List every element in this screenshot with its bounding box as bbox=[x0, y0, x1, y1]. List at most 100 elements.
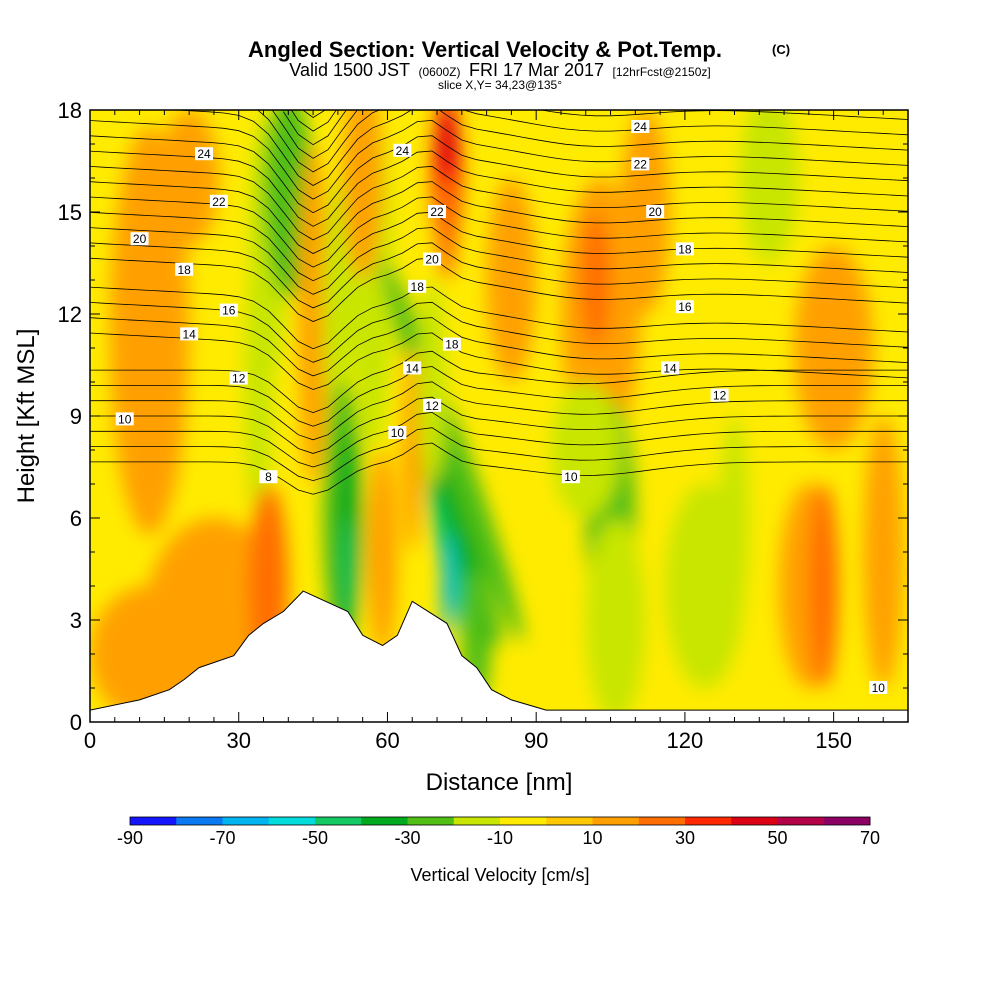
y-tick-label-1: 3 bbox=[70, 608, 82, 633]
contour-label-20: 18 bbox=[678, 242, 692, 256]
colorbar-tick-label-6: 30 bbox=[675, 828, 695, 848]
velocity-cell-34 bbox=[808, 484, 839, 688]
y-axis-label: Height [Kft MSL] bbox=[13, 329, 40, 504]
colorbar-tick-label-4: -10 bbox=[487, 828, 513, 848]
terrain bbox=[90, 590, 908, 722]
colorbar-swatch-8 bbox=[500, 817, 547, 825]
isentrope-line bbox=[90, 211, 908, 282]
velocity-cell-17 bbox=[438, 110, 456, 178]
velocity-cell-12 bbox=[342, 518, 353, 620]
contour-label-bg bbox=[388, 426, 407, 439]
colorbar-swatch-9 bbox=[546, 817, 593, 825]
contour-label-25: 10 bbox=[872, 681, 886, 695]
colorbar-swatch-11 bbox=[638, 817, 686, 825]
subtitle-date: FRI 17 Mar 2017 bbox=[469, 60, 604, 80]
contour-label-1: 22 bbox=[212, 195, 226, 209]
contour-label-bg bbox=[423, 252, 442, 266]
contour-label-19: 20 bbox=[648, 205, 662, 219]
colorbar-swatch-12 bbox=[685, 817, 732, 825]
contour-label-14: 14 bbox=[406, 361, 420, 375]
contour-label-2: 20 bbox=[133, 232, 147, 246]
contour-label-bg bbox=[209, 194, 228, 208]
contour-label-bg bbox=[442, 337, 461, 351]
contour-label-21: 16 bbox=[678, 300, 692, 314]
contour-label-6: 12 bbox=[232, 372, 246, 386]
contour-label-bg bbox=[631, 120, 650, 133]
velocity-cell-9 bbox=[342, 110, 383, 280]
colorbar-tick-label-2: -50 bbox=[302, 828, 328, 848]
colorbar-tick-label-8: 70 bbox=[860, 828, 880, 848]
y-tick-label-3: 9 bbox=[70, 404, 82, 429]
subtitle-utc: (0600Z) bbox=[418, 65, 460, 79]
velocity-cell-35 bbox=[793, 246, 874, 450]
chart-title-units: (C) bbox=[772, 42, 790, 57]
axes: 0 30 60 90 120 150 0 3 6 9 12 15 18 bbox=[58, 98, 909, 753]
x-tick-label-4: 120 bbox=[667, 728, 704, 753]
contour-label-bg bbox=[646, 205, 665, 218]
contour-label-bg bbox=[675, 242, 694, 256]
contour-label-bg bbox=[219, 303, 238, 317]
contour-label-4: 16 bbox=[222, 304, 236, 318]
contour-label-22: 14 bbox=[663, 361, 677, 375]
isentrope-line bbox=[90, 381, 908, 441]
isentrope-line bbox=[90, 165, 908, 241]
contour-label-bg bbox=[180, 327, 199, 341]
velocity-cell-36 bbox=[551, 382, 621, 518]
contour-label-bg bbox=[403, 361, 422, 375]
isentrope-line bbox=[90, 257, 908, 322]
contour-label-7: 10 bbox=[118, 412, 132, 426]
contour-label-5: 14 bbox=[182, 327, 196, 341]
subtitle-forecast: [12hrFcst@2150z] bbox=[612, 65, 710, 79]
contour-label-17: 24 bbox=[634, 120, 648, 134]
colorbar-tick-label-5: 10 bbox=[582, 828, 602, 848]
isentrope-line bbox=[90, 411, 908, 468]
colorbar-swatch-14 bbox=[777, 817, 825, 825]
contour-label-bg bbox=[115, 412, 134, 426]
x-axis-label: Distance [nm] bbox=[426, 769, 573, 796]
colorbar: -90 -70 -50 -30 -10 10 30 50 70 bbox=[117, 816, 880, 848]
contour-label-bg bbox=[423, 398, 442, 412]
colorbar-tick-label-1: -70 bbox=[209, 828, 235, 848]
isentrope-line bbox=[90, 135, 908, 214]
velocity-cell-13 bbox=[367, 450, 398, 654]
colorbar-swatch-3 bbox=[268, 817, 316, 825]
contour-label-3: 18 bbox=[178, 263, 192, 277]
isentrope-line bbox=[271, 110, 908, 159]
contour-label-18: 22 bbox=[634, 157, 648, 171]
isentrope-line bbox=[90, 286, 908, 350]
y-tick-label-2: 6 bbox=[70, 506, 82, 531]
velocity-cell-30 bbox=[585, 518, 646, 722]
contour-label-10: 22 bbox=[430, 205, 444, 219]
velocity-cell-0 bbox=[109, 127, 190, 535]
colorbar-tick-label-3: -30 bbox=[394, 828, 420, 848]
velocity-cell-22 bbox=[441, 535, 452, 637]
colorbar-tick-label-0: -90 bbox=[117, 828, 143, 848]
isentrope-line bbox=[90, 396, 908, 454]
contour-labels: 2422201816141210824222018181412102422201… bbox=[115, 120, 888, 695]
y-tick-label-0: 0 bbox=[70, 710, 82, 735]
chart-title: Angled Section: Vertical Velocity & Pot.… bbox=[248, 37, 722, 62]
y-tick-label-4: 12 bbox=[58, 302, 82, 327]
isentrope-line bbox=[90, 442, 908, 495]
contour-label-12: 18 bbox=[411, 280, 425, 294]
velocity-cell-6 bbox=[298, 144, 328, 484]
contour-label-bg bbox=[175, 262, 194, 276]
contour-label-9: 24 bbox=[396, 144, 410, 158]
subtitle-valid: Valid 1500 JST bbox=[289, 60, 410, 80]
velocity-cell-37 bbox=[739, 110, 799, 263]
contour-label-bg bbox=[561, 470, 580, 484]
isentrope-line bbox=[90, 332, 908, 390]
contour-label-bg bbox=[393, 143, 412, 157]
colorbar-swatch-0 bbox=[130, 817, 177, 825]
contour-label-bg bbox=[428, 205, 447, 218]
x-tick-label-0: 0 bbox=[84, 728, 96, 753]
contour-label-bg bbox=[408, 279, 427, 293]
isentrope-line bbox=[169, 110, 908, 186]
contour-label-16: 10 bbox=[391, 426, 405, 440]
plot-area: 2422201816141210824222018181412102422201… bbox=[90, 110, 908, 722]
velocity-cell-32 bbox=[719, 416, 750, 620]
contour-label-8: 8 bbox=[265, 470, 272, 484]
colorbar-swatch-5 bbox=[361, 817, 408, 825]
colorbar-swatch-7 bbox=[453, 817, 501, 825]
